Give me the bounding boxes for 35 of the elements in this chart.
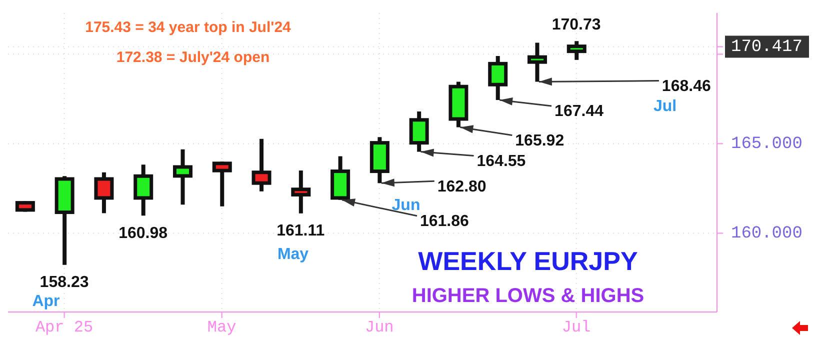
y-tick-label: 160.000: [731, 224, 802, 244]
candlestick: [566, 41, 586, 60]
annotation: 161.11: [276, 222, 325, 240]
candlestick: [527, 42, 547, 82]
annotation: May: [277, 246, 309, 264]
x-tick-label: Jun: [364, 318, 394, 336]
candlestick: [409, 111, 429, 152]
annotation: 160.98: [118, 224, 168, 242]
candlestick: [172, 149, 192, 205]
candlestick: [252, 138, 272, 192]
annotation: 164.55: [476, 152, 526, 170]
x-tick-label: May: [207, 318, 237, 336]
annotation: Jun: [392, 197, 420, 214]
y-tick-label: 170.417: [731, 38, 802, 58]
candlestick: [488, 56, 508, 100]
annotation: 162.80: [437, 178, 486, 196]
annotation: Jul: [653, 98, 677, 116]
annotation: 165.92: [515, 132, 564, 150]
x-tick-label: Jul: [562, 318, 591, 336]
candlestick: [94, 172, 114, 214]
candlestick: [291, 170, 311, 214]
text: HIGHER LOWS & HIGHS: [412, 285, 644, 307]
annotation: 170.73: [552, 16, 601, 34]
annotation: 175.43 = 34 year top in Jul'24: [85, 18, 292, 36]
annotation: 168.46: [662, 78, 711, 95]
x-tick-label: Apr 25: [35, 318, 94, 336]
text: WEEKLY EURJPY: [418, 246, 638, 276]
annotation: 167.44: [554, 103, 604, 120]
annotation: 172.38 = July'24 open: [116, 48, 270, 66]
annotation: 161.86: [420, 213, 470, 230]
annotation: Apr: [32, 293, 60, 310]
candlestick: [134, 164, 154, 216]
candlestick: [212, 162, 232, 206]
y-tick-label: 165.000: [731, 135, 802, 154]
annotation: 158.23: [40, 274, 89, 292]
